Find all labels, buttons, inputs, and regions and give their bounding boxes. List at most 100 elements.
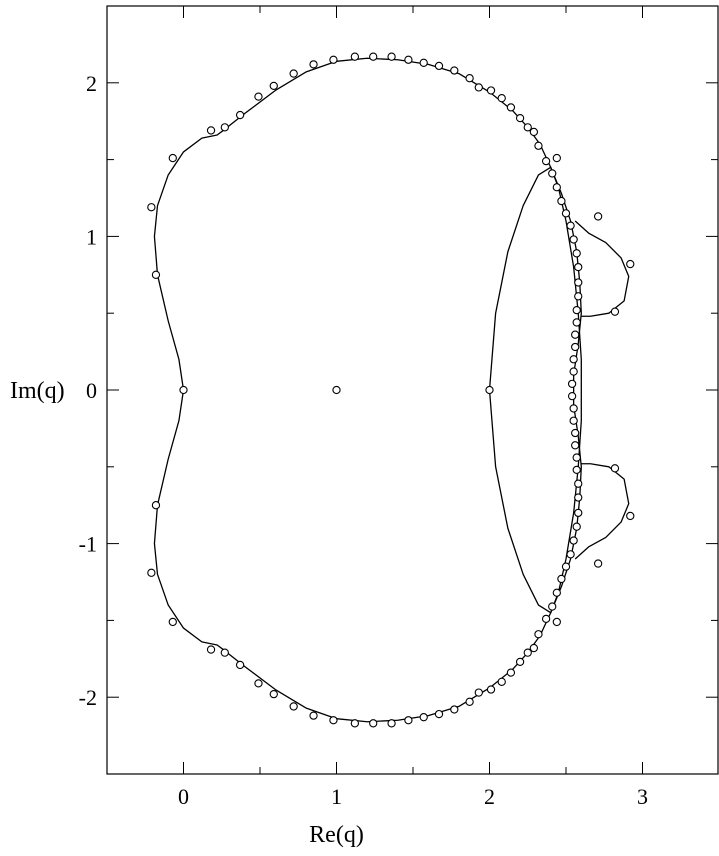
data-points <box>147 52 635 728</box>
axis-tick-labels: 0 1 2 3 -2 -1 0 1 2 <box>79 71 648 809</box>
data-point <box>571 330 580 339</box>
y-tick-label: 2 <box>86 71 97 96</box>
data-point <box>574 493 583 502</box>
data-point <box>254 92 263 101</box>
data-point <box>387 52 396 61</box>
data-point <box>569 367 578 376</box>
data-point <box>220 648 229 657</box>
y-tick-label: -2 <box>79 685 97 710</box>
data-point <box>497 677 506 686</box>
upper-lobe-curve-upper <box>574 220 630 317</box>
data-point <box>506 668 516 677</box>
data-point <box>206 126 216 135</box>
data-point <box>569 355 578 364</box>
data-point <box>571 428 580 438</box>
data-point <box>567 391 577 401</box>
y-tick-label: 0 <box>86 378 97 403</box>
data-point <box>567 379 577 389</box>
data-point <box>571 441 580 450</box>
data-point <box>350 52 360 61</box>
data-point <box>574 278 583 287</box>
data-point <box>561 209 571 218</box>
data-point <box>179 385 188 395</box>
data-point <box>552 183 561 192</box>
data-point <box>369 719 378 728</box>
data-point <box>626 511 635 521</box>
data-point <box>572 453 581 462</box>
data-point <box>235 110 245 120</box>
x-tick-label: 3 <box>637 784 648 809</box>
data-point <box>289 702 298 711</box>
data-point <box>534 630 543 639</box>
curves <box>153 57 630 723</box>
data-point <box>572 305 581 315</box>
data-point <box>534 141 543 150</box>
plot-border <box>106 5 719 775</box>
data-point <box>572 318 581 327</box>
data-point <box>329 55 338 64</box>
data-point <box>387 719 396 728</box>
data-point <box>329 716 338 725</box>
data-point <box>548 602 557 611</box>
data-point <box>465 697 474 706</box>
data-point <box>465 74 474 83</box>
data-point <box>254 679 263 688</box>
data-point <box>206 645 216 654</box>
data-point <box>541 156 551 166</box>
data-point <box>566 550 575 559</box>
data-point <box>151 270 161 279</box>
data-point <box>557 574 566 584</box>
data-point <box>419 713 428 722</box>
data-point <box>474 83 483 92</box>
data-point <box>168 153 177 163</box>
upper-lobe-curve-lower <box>574 463 630 560</box>
data-point <box>220 123 229 132</box>
data-point <box>147 568 156 577</box>
plot-frame <box>106 5 719 775</box>
data-point <box>572 249 581 258</box>
data-point <box>569 536 578 545</box>
data-point <box>593 559 603 568</box>
data-point <box>434 709 444 719</box>
data-point <box>626 259 635 269</box>
closed-loop-curve <box>488 166 582 614</box>
data-point <box>269 81 278 91</box>
y-tick-label: 1 <box>86 224 97 249</box>
y-axis-label: Im(q) <box>10 378 65 404</box>
data-point <box>569 404 578 413</box>
data-point <box>552 153 561 163</box>
data-point <box>434 61 444 71</box>
data-point <box>332 385 341 395</box>
data-point <box>572 522 581 531</box>
data-point <box>309 711 318 720</box>
data-point <box>566 221 575 230</box>
data-point <box>486 685 496 694</box>
data-point <box>404 55 413 64</box>
data-point <box>574 292 583 301</box>
data-point <box>552 588 561 597</box>
data-point <box>168 617 177 627</box>
data-point <box>515 657 525 667</box>
data-point <box>574 262 583 272</box>
data-point <box>497 94 506 103</box>
data-point <box>486 86 496 95</box>
data-point <box>593 212 603 221</box>
data-point <box>289 69 298 78</box>
data-point <box>151 501 161 510</box>
data-point <box>574 508 583 518</box>
data-point <box>523 648 532 657</box>
data-point <box>552 617 561 627</box>
data-point <box>557 196 566 206</box>
data-point <box>529 643 539 653</box>
data-point <box>523 123 532 132</box>
data-point <box>515 113 525 123</box>
data-point <box>506 103 516 112</box>
data-point <box>147 203 156 212</box>
data-point <box>572 465 581 475</box>
x-tick-label: 1 <box>331 784 342 809</box>
data-point <box>485 385 494 395</box>
data-point <box>529 127 539 137</box>
boundary-curve-lower <box>153 389 582 723</box>
data-point <box>450 66 459 75</box>
